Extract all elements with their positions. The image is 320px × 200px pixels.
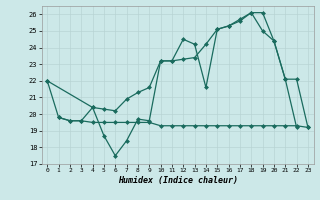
X-axis label: Humidex (Indice chaleur): Humidex (Indice chaleur) — [118, 176, 237, 185]
